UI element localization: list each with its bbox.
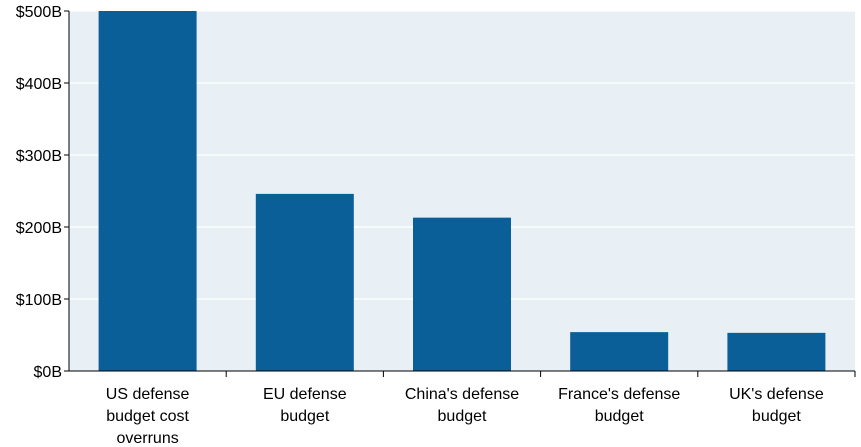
x-category-label-line: EU defense	[263, 386, 347, 403]
x-category-label-line: budget	[280, 408, 329, 425]
bars	[98, 11, 826, 371]
x-category-label: France's defense budget	[558, 386, 680, 425]
y-tick-label: $500B	[16, 4, 62, 21]
x-category-label-line: UK's defense	[729, 386, 824, 403]
y-tick-label: $200B	[16, 220, 62, 237]
x-axis-ticks: US defense budget cost overruns EU defense b…	[106, 371, 856, 447]
bar-5	[727, 332, 826, 371]
x-category-label-line: budget	[752, 408, 801, 425]
bar-1	[98, 11, 197, 371]
x-category-label-line: overruns	[116, 430, 178, 447]
bar-2	[255, 193, 354, 371]
x-category-label: EU defense budget	[263, 386, 347, 425]
y-tick-label: $300B	[16, 148, 62, 165]
y-tick-label: $0B	[34, 364, 62, 381]
bar-4	[570, 332, 669, 371]
x-category-label-line: France's defense	[558, 386, 680, 403]
bar-3	[413, 217, 511, 371]
x-category-label: UK's defense budget	[729, 386, 824, 425]
x-category-label: US defense budget cost overruns	[106, 386, 190, 447]
x-category-label: China's defense budget	[405, 386, 519, 425]
axes	[64, 11, 855, 372]
x-category-label-line: US defense	[106, 386, 190, 403]
x-category-label-line: budget cost	[106, 408, 189, 425]
y-tick-label: $100B	[16, 292, 62, 309]
y-axis-ticks: $0B $100B $200B $300B $400B $500B	[16, 4, 69, 381]
x-category-label-line: budget	[595, 408, 644, 425]
y-tick-label: $400B	[16, 76, 62, 93]
x-category-label-line: budget	[438, 408, 487, 425]
x-category-label-line: China's defense	[405, 386, 519, 403]
